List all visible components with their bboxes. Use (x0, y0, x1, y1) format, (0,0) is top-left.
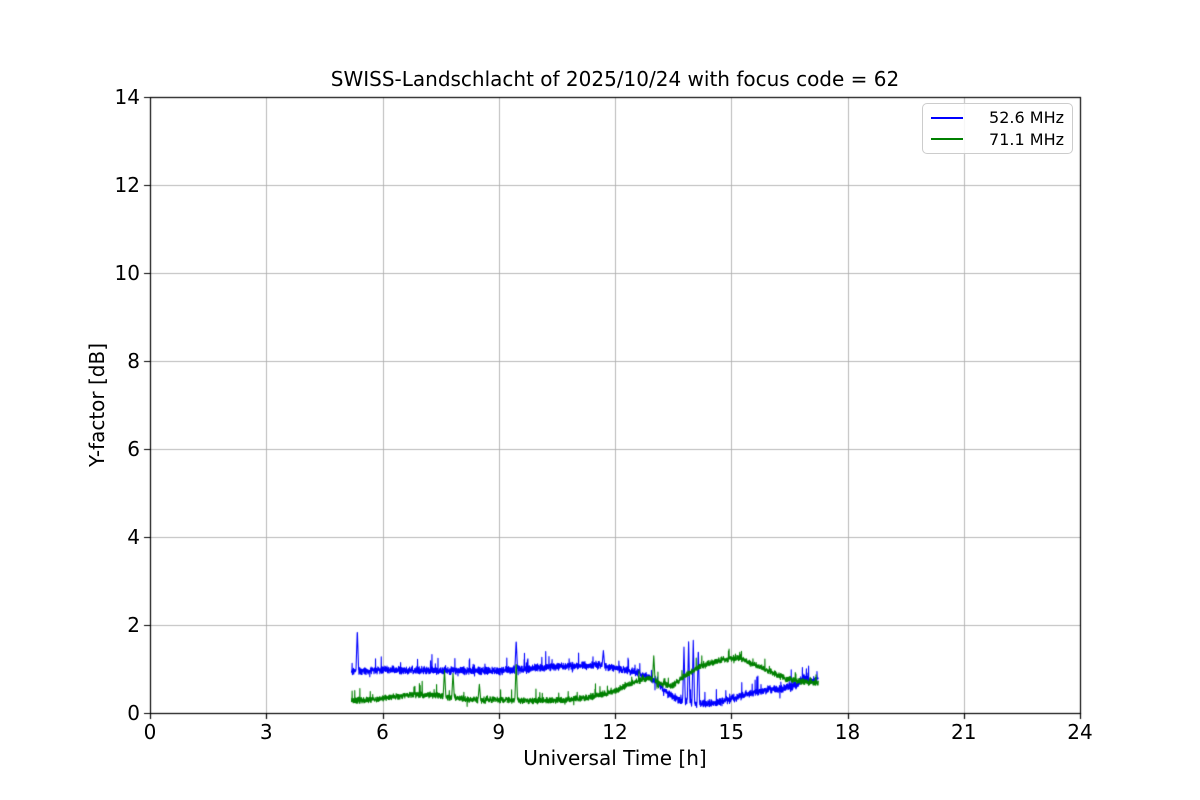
y-tick-label: 0 (127, 701, 140, 725)
x-tick-label: 6 (376, 720, 389, 744)
x-tick-label: 12 (602, 720, 628, 744)
legend-label: 52.6 MHz (989, 108, 1064, 128)
x-tick-label: 15 (718, 720, 744, 744)
y-tick-label: 12 (114, 173, 140, 197)
x-axis-label: Universal Time [h] (523, 746, 707, 770)
legend-entry: 71.1 MHz (931, 129, 1064, 151)
x-tick-label: 3 (259, 720, 273, 744)
y-tick-label: 14 (114, 85, 140, 109)
legend-line-swatch (931, 138, 963, 141)
legend-line-swatch (931, 116, 963, 119)
y-tick-label: 6 (127, 437, 140, 461)
legend: 52.6 MHz 71.1 MHz (922, 103, 1073, 154)
y-tick-label: 8 (127, 349, 140, 373)
y-tick-label: 2 (127, 613, 140, 637)
legend-entry: 52.6 MHz (931, 107, 1064, 129)
chart-title: SWISS-Landschlacht of 2025/10/24 with fo… (330, 67, 900, 91)
x-tick-label: 9 (492, 720, 506, 744)
x-tick-label: 0 (143, 720, 157, 744)
x-tick-label: 21 (951, 720, 977, 744)
x-tick-label: 24 (1067, 720, 1093, 744)
y-tick-label: 10 (114, 261, 140, 285)
y-tick-label: 4 (127, 525, 140, 549)
x-tick-label: 18 (834, 720, 861, 744)
legend-label: 71.1 MHz (989, 129, 1064, 149)
